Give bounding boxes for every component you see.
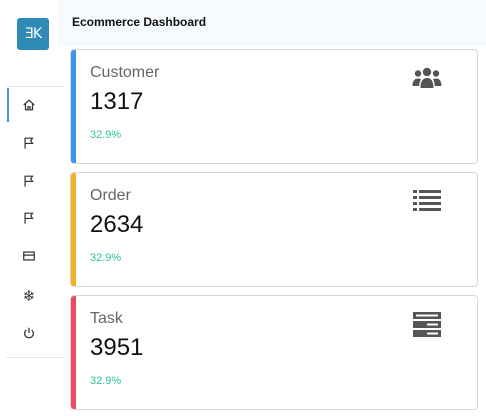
card-accent [71, 50, 76, 163]
sidebar-item-mail[interactable] [18, 245, 40, 267]
sidebar-item-snowflake[interactable]: ❄ [18, 285, 40, 307]
card-value: 1317 [90, 88, 144, 115]
sidebar-item-flag-1[interactable] [18, 132, 40, 154]
sidebar-item-home[interactable] [18, 94, 40, 116]
sidebar-divider [6, 86, 64, 87]
users-icon [411, 64, 443, 92]
card-value: 2634 [90, 211, 144, 238]
sidebar-item-power[interactable] [18, 322, 40, 344]
card-value: 3951 [90, 334, 144, 361]
card-percent: 32.9% [90, 375, 122, 387]
stat-card-customer[interactable]: Customer 1317 32.9% [70, 49, 478, 164]
stat-card-order[interactable]: Order 2634 32.9% [70, 172, 478, 287]
list-icon [411, 187, 443, 215]
server-icon [411, 310, 443, 338]
home-icon [23, 99, 35, 111]
snowflake-icon: ❄ [22, 287, 36, 305]
top-bar: Ecommerce Dashboard [58, 0, 486, 46]
card-label: Order [90, 187, 131, 204]
app-logo[interactable]: ƎK [17, 18, 49, 50]
flag-icon [24, 212, 34, 224]
flag-icon [24, 175, 34, 187]
card-percent: 32.9% [90, 129, 122, 141]
mail-icon [23, 251, 35, 261]
card-percent: 32.9% [90, 252, 122, 264]
card-accent [71, 173, 76, 286]
sidebar-item-flag-3[interactable] [18, 207, 40, 229]
active-nav-indicator [7, 88, 9, 122]
card-accent [71, 296, 76, 409]
sidebar-item-flag-2[interactable] [18, 170, 40, 192]
card-label: Task [90, 310, 123, 327]
stat-card-task[interactable]: Task 3951 32.9% [70, 295, 478, 410]
sidebar: ƎK ❄ [0, 0, 64, 416]
flag-icon [24, 137, 34, 149]
sidebar-divider [6, 357, 64, 358]
card-label: Customer [90, 64, 160, 81]
power-icon [24, 327, 34, 339]
page-title: Ecommerce Dashboard [72, 15, 207, 29]
